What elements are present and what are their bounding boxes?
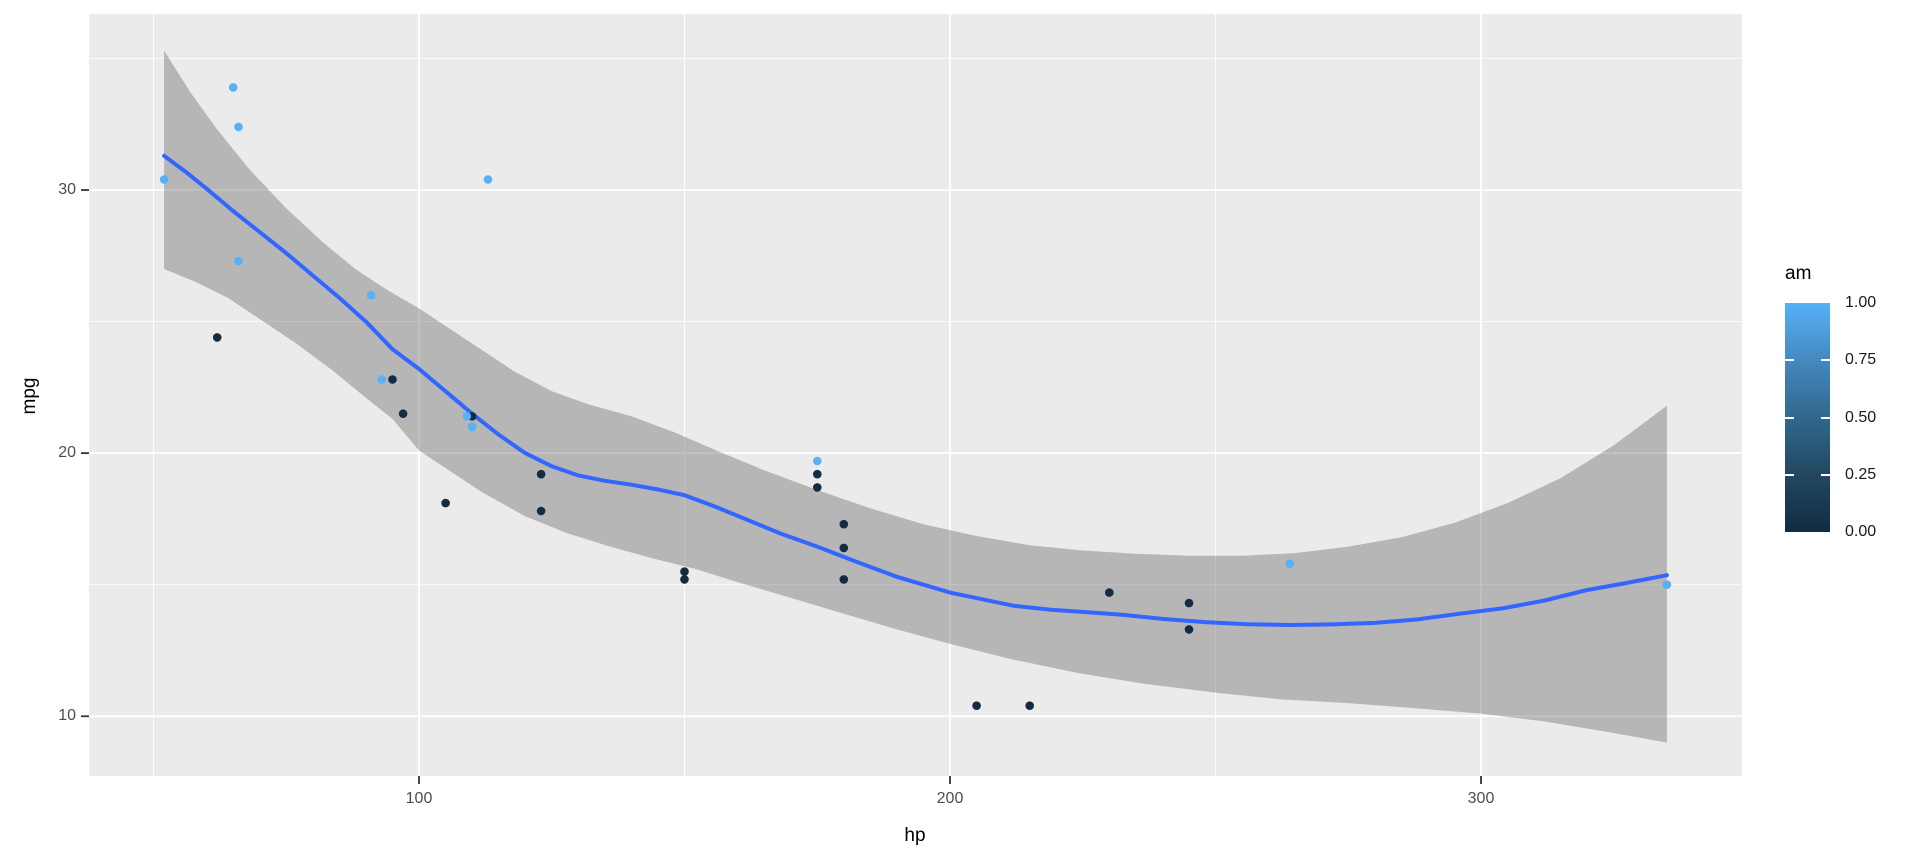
legend-tick-mark [1821, 359, 1830, 362]
data-point [1105, 588, 1114, 597]
legend-tick-label: 1.00 [1845, 294, 1877, 311]
confidence-ribbon [164, 50, 1667, 743]
data-point [462, 412, 472, 421]
legend-title: am [1785, 263, 1812, 284]
legend-tick-mark [1821, 416, 1830, 419]
data-point [972, 701, 981, 710]
data-point [813, 456, 822, 466]
data-point [536, 469, 546, 479]
data-point [398, 409, 408, 419]
data-point [212, 333, 222, 342]
data-point [234, 256, 243, 266]
plot-panel [89, 14, 1742, 776]
data-point [1285, 559, 1295, 568]
data-point [1184, 598, 1194, 608]
legend-tick-label: 0.75 [1845, 351, 1877, 369]
smooth-line [162, 153, 1669, 628]
x-tick-label: 200 [936, 790, 964, 807]
data-point [234, 122, 243, 132]
data-point [839, 575, 849, 584]
data-point [441, 498, 450, 508]
data-point [813, 469, 822, 479]
data-point [1662, 580, 1672, 589]
data-point [366, 291, 376, 300]
legend-tick-mark [1821, 473, 1830, 476]
x-axis-title: hp [904, 825, 926, 846]
legend-tick-mark [1785, 473, 1794, 476]
data-point [680, 575, 689, 584]
data-point [813, 483, 822, 492]
legend-tick-mark [1785, 359, 1794, 362]
x-tick-label: 300 [1467, 790, 1495, 807]
y-axis-title: mpg [19, 377, 40, 415]
data-point [159, 175, 169, 184]
y-tick-label: 10 [58, 707, 76, 725]
legend-tick-label: 0.00 [1845, 523, 1877, 540]
data-point [839, 543, 849, 553]
legend-tick-label: 0.50 [1845, 408, 1877, 426]
data-point [377, 375, 387, 384]
data-point [536, 506, 546, 516]
data-point [1025, 701, 1034, 710]
data-point [388, 375, 397, 384]
x-tick-label: 100 [405, 790, 433, 807]
legend: am 1.00 0.75 0.50 0.25 0.00 [1785, 260, 1920, 560]
y-tick-label: 30 [58, 181, 76, 199]
legend-tick-label: 0.25 [1845, 465, 1877, 483]
data-point [228, 83, 238, 92]
data-point [1184, 625, 1194, 634]
y-tick-label: 20 [58, 444, 76, 462]
data-point [483, 175, 493, 184]
data-point [839, 519, 849, 529]
data-point [467, 422, 477, 432]
legend-tick-mark [1785, 416, 1794, 419]
data-point [680, 567, 689, 576]
